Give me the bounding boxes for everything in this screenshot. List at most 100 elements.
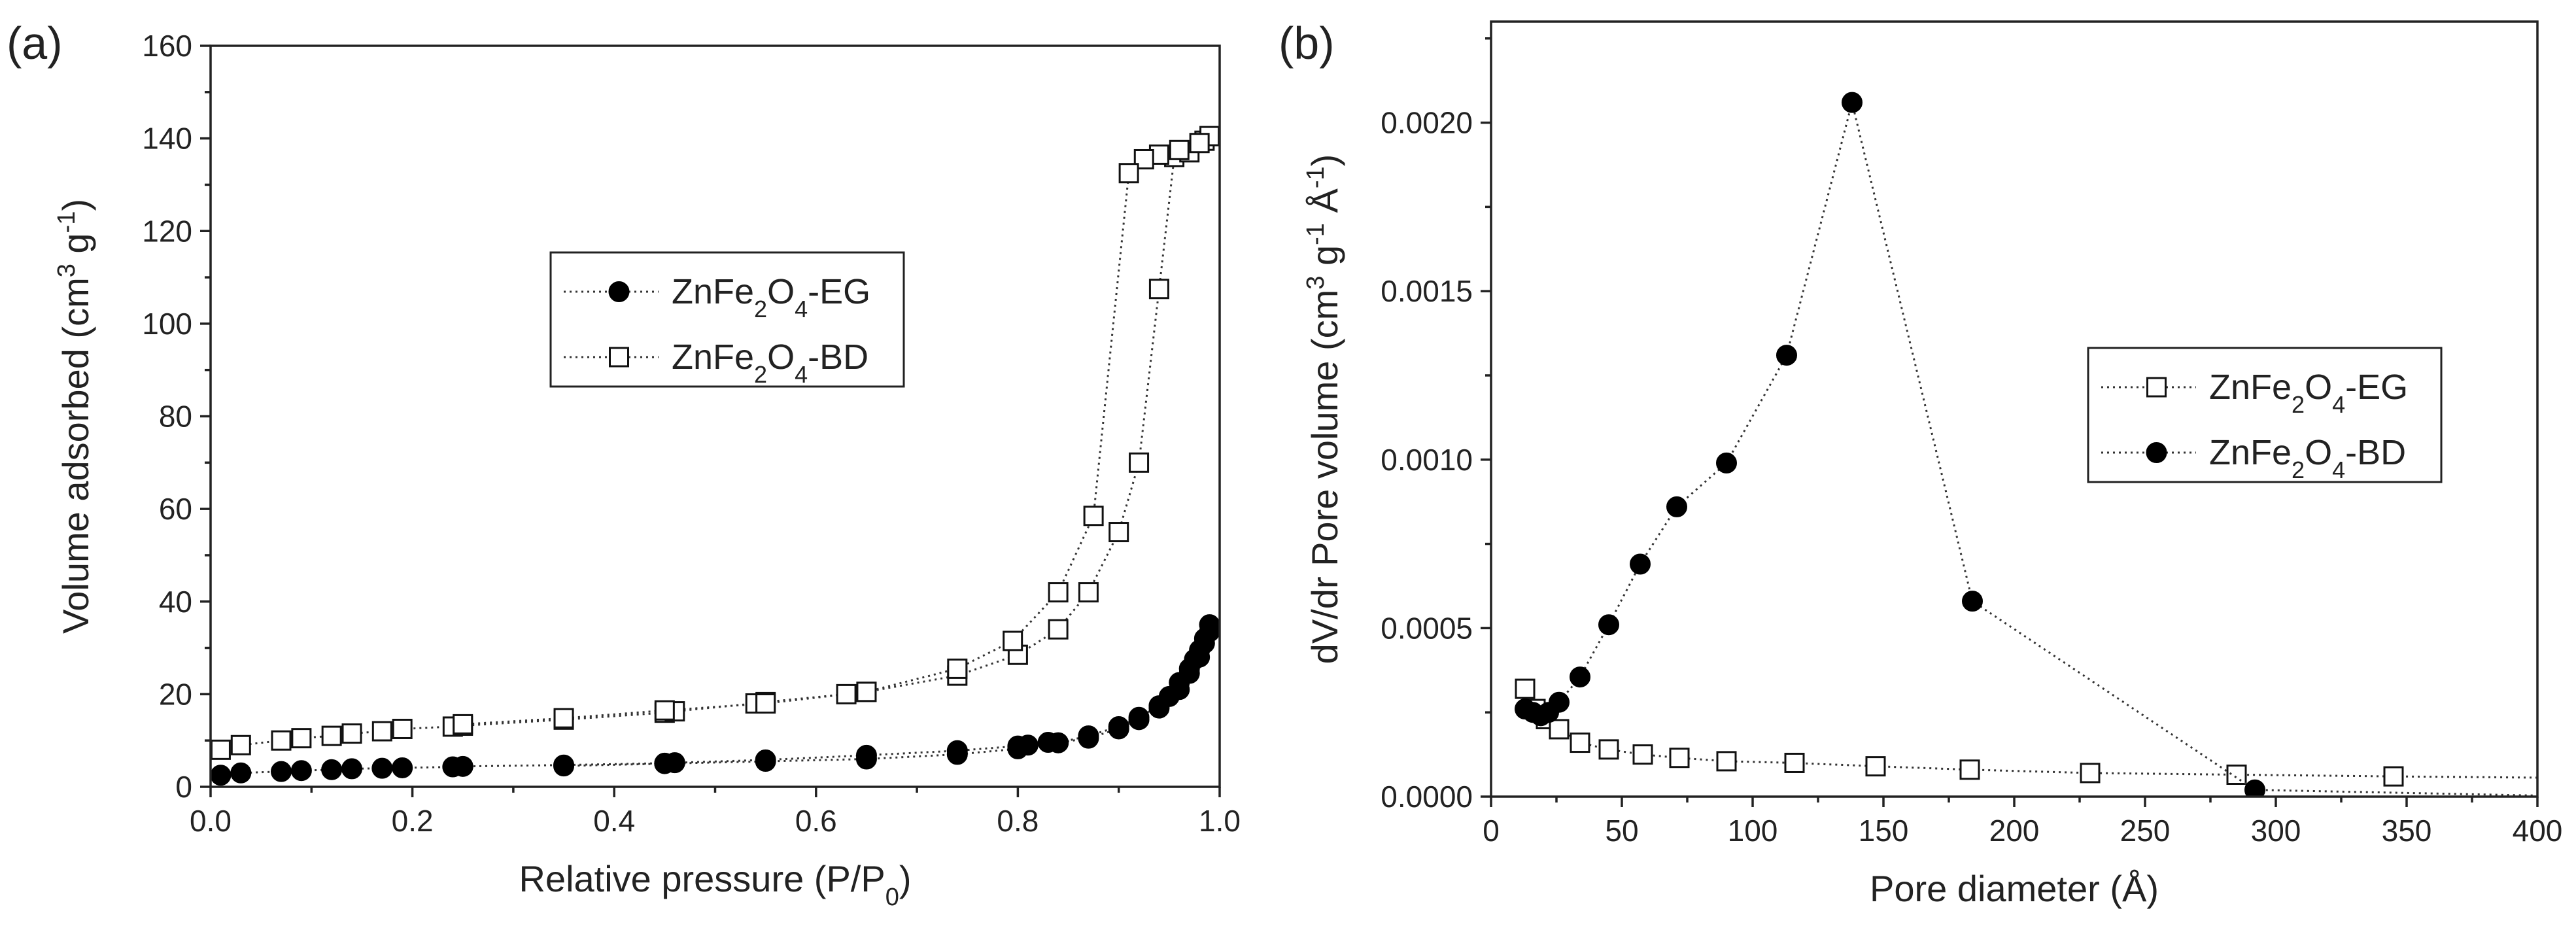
data-point [1776,345,1797,366]
x-tick-label: 50 [1605,814,1638,848]
data-point [1148,279,1169,300]
x-tick-label: 150 [1859,814,1909,848]
data-point [321,725,342,746]
data-point [1129,452,1150,473]
data-point [553,708,574,729]
legend-box [2087,347,2443,483]
data-point [1842,92,1863,113]
series-ZnFe2O4-BD [211,126,1220,760]
data-point [947,658,968,679]
data-point [1108,522,1129,543]
legend-label: ZnFe2O4-EG [672,272,870,322]
data-point [2244,779,2265,797]
panel-label: (a) [7,18,63,69]
legend-label-part: ZnFe [2209,368,2292,407]
data-point [836,683,857,704]
plot-frame [209,44,1221,788]
data-point [1148,695,1170,717]
y-axis-title-part: Å [1304,188,1345,223]
x-tick-label: 1.0 [1199,804,1241,838]
x-axis-title-part: 0 [885,884,899,911]
data-point [1570,733,1590,753]
data-point [453,714,473,734]
y-axis-title-part: ) [1304,154,1345,167]
data-point [321,759,343,780]
data-point [1169,139,1190,160]
y-tick-label: 100 [142,307,192,341]
legend-label: ZnFe2O4-BD [2209,433,2406,483]
y-tick-label: 40 [159,585,192,619]
y-tick-label: 0.0010 [1381,443,1473,477]
x-tick-label: 0.4 [593,804,635,838]
x-tick-label: 400 [2513,814,2563,848]
y-tick-label: 0 [175,770,192,804]
y-tick-label: 0.0015 [1381,274,1473,308]
y-axis-title-part: g [1304,245,1345,276]
data-point [856,682,877,702]
data-point [855,748,877,770]
data-point [946,744,968,765]
x-axis-title: Pore diameter (Å) [1870,868,2159,909]
data-point [230,762,252,784]
y-tick-label: 60 [159,492,192,526]
data-point [1178,663,1200,684]
y-axis-title-part: -1 [53,211,80,233]
panel-b-pore-distribution-chart: 0 50 100 150 200 250 300 350 400 0.0000 0.0005 0.00… [1279,18,2563,909]
legend-label-part: -EG [808,272,870,311]
legend-label-part: O [767,272,795,311]
data-point [1048,619,1069,640]
data-point [1716,452,1737,474]
y-tick-label: 140 [142,122,192,156]
legend-label-part: O [2305,368,2332,407]
legend-label-part: 4 [2332,457,2345,483]
legend-label-part: -BD [808,337,868,377]
y-tick-label: 0.0005 [1381,611,1473,645]
data-point [1128,706,1150,728]
x-tick-label: 350 [2382,814,2432,848]
x-axis-title-part: Relative pressure (P/P [519,858,885,899]
legend-label-part: 4 [795,296,808,322]
y-tick-label: 120 [142,214,192,248]
legend-label-part: 4 [795,361,808,388]
data-point [392,757,413,778]
data-point [1189,646,1211,668]
legend-label-part: -BD [2345,433,2406,472]
data-point [2226,765,2247,785]
y-axis-title-part: -1 [1302,223,1330,245]
data-point [553,755,575,777]
data-point [1598,614,1619,636]
data-point [2383,766,2404,787]
data-point [1515,678,1536,699]
data-point [230,734,251,755]
data-point [1669,748,1690,768]
x-axis-title: Relative pressure (P/P0) [519,858,911,911]
data-point [271,730,292,751]
x-tick-label: 100 [1728,814,1778,848]
y-axis-title: dV/dr Pore volume (cm3 g-1 Å-1) [1302,154,1345,664]
data-point [1189,133,1210,154]
legend-label-part: 2 [2292,391,2305,418]
data-point [341,758,363,780]
legend-label-part: O [2305,433,2332,472]
x-tick-label: 0 [1483,814,1500,848]
legend-label-part: 2 [754,361,767,388]
data-point [392,718,413,739]
data-point [211,765,232,786]
data-point [1865,756,1886,777]
data-point [1048,582,1069,603]
data-point [1078,725,1099,747]
x-tick-label: 250 [2120,814,2171,848]
y-axis-title: Volume adsorbed (cm3 g-1) [53,199,96,634]
y-tick-label: 160 [142,29,192,63]
data-point [371,757,393,779]
data-point [755,693,776,714]
data-point [2080,763,2101,784]
y-tick-label: 20 [159,677,192,711]
data-point [1630,553,1651,575]
series-ZnFe2O4-EG [211,614,1220,786]
y-axis-title-part: -1 [1302,166,1330,188]
legend-label-part: O [767,337,795,377]
